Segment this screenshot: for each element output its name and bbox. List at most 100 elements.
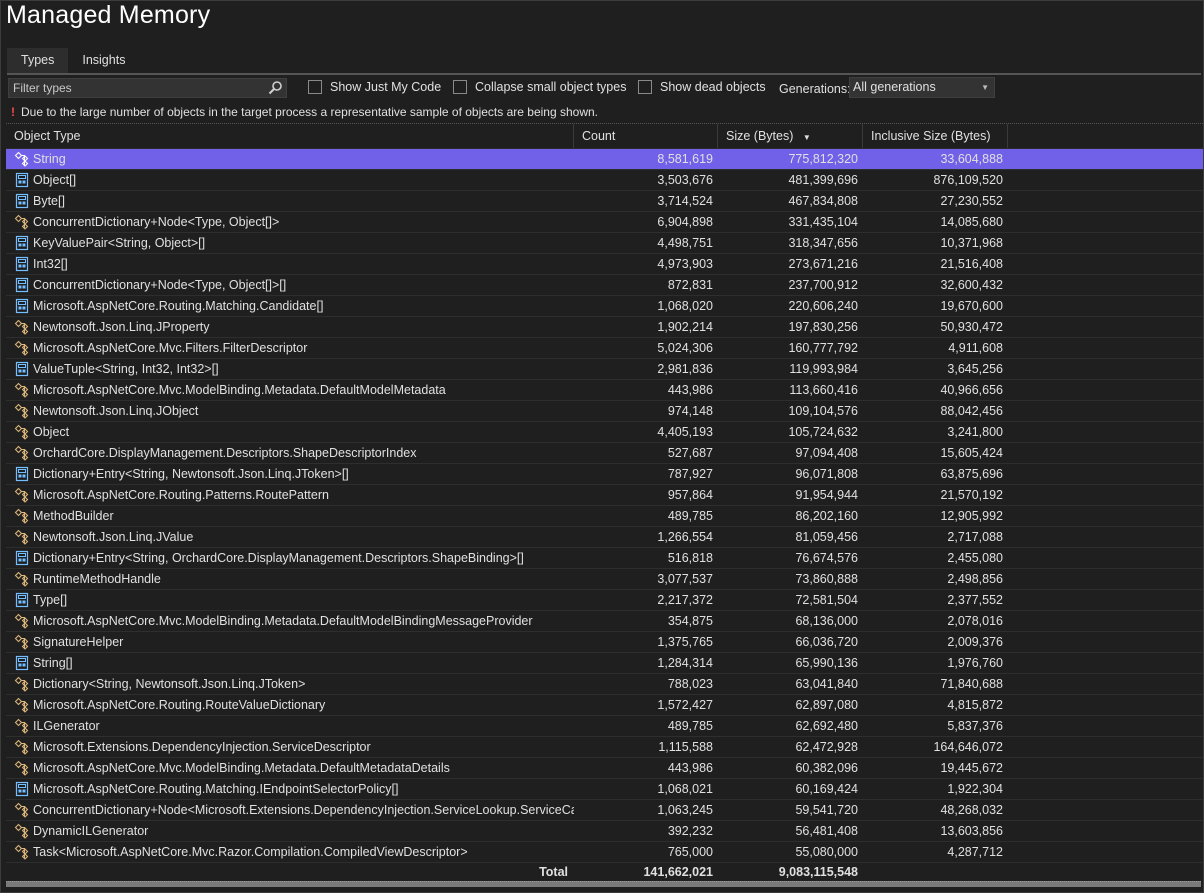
table-row[interactable]: Microsoft.AspNetCore.Mvc.ModelBinding.Me…	[6, 611, 1203, 632]
inclusive-size-cell: 2,377,552	[947, 593, 1003, 607]
class-icon	[14, 214, 29, 230]
table-row[interactable]: Newtonsoft.Json.Linq.JValue 1,266,554 81…	[6, 527, 1203, 548]
table-row[interactable]: DynamicILGenerator 392,232 56,481,408 13…	[6, 821, 1203, 842]
generations-dropdown[interactable]: All generations ▼	[849, 77, 995, 98]
object-type-name: DynamicILGenerator	[33, 824, 149, 838]
search-icon[interactable]	[267, 80, 283, 96]
horizontal-scrollbar[interactable]	[6, 881, 1201, 887]
inclusive-size-cell: 32,600,432	[940, 278, 1003, 292]
class-icon	[14, 340, 29, 356]
filter-box[interactable]	[8, 78, 287, 98]
table-row[interactable]: Byte[] 3,714,524 467,834,808 27,230,552	[6, 191, 1203, 212]
table-row[interactable]: ConcurrentDictionary+Node<Type, Object[]…	[6, 212, 1203, 233]
table-row[interactable]: ConcurrentDictionary+Node<Microsoft.Exte…	[6, 800, 1203, 821]
table-row[interactable]: SignatureHelper 1,375,765 66,036,720 2,0…	[6, 632, 1203, 653]
checkbox-box[interactable]	[638, 80, 652, 94]
column-header-object-type[interactable]: Object Type	[6, 124, 574, 148]
table-row[interactable]: Microsoft.AspNetCore.Routing.Matching.IE…	[6, 779, 1203, 800]
class-icon	[14, 529, 29, 545]
count-cell: 1,375,765	[657, 635, 713, 649]
table-row[interactable]: Microsoft.Extensions.DependencyInjection…	[6, 737, 1203, 758]
checkbox-box[interactable]	[308, 80, 322, 94]
total-row: Total 141,662,021 9,083,115,548	[6, 863, 1203, 883]
object-type-name: Dictionary+Entry<String, Newtonsoft.Json…	[33, 467, 349, 481]
array-icon	[15, 361, 29, 377]
collapse-small-object-types-checkbox[interactable]: Collapse small object types	[453, 80, 626, 94]
table-row[interactable]: Int32[] 4,973,903 273,671,216 21,516,408	[6, 254, 1203, 275]
table-row[interactable]: RuntimeMethodHandle 3,077,537 73,860,888…	[6, 569, 1203, 590]
filter-types-input[interactable]	[9, 81, 267, 95]
count-cell: 8,581,619	[657, 152, 713, 166]
table-row[interactable]: Microsoft.AspNetCore.Mvc.Filters.FilterD…	[6, 338, 1203, 359]
size-cell: 76,674,576	[795, 551, 858, 565]
size-cell: 160,777,792	[788, 341, 858, 355]
inclusive-size-cell: 13,603,856	[940, 824, 1003, 838]
size-cell: 72,581,504	[795, 593, 858, 607]
column-header-count[interactable]: Count	[574, 124, 718, 148]
table-row[interactable]: Task<Microsoft.AspNetCore.Mvc.Razor.Comp…	[6, 842, 1203, 863]
show-just-my-code-checkbox[interactable]: Show Just My Code	[308, 80, 441, 94]
array-icon	[15, 235, 29, 251]
table-row[interactable]: Dictionary+Entry<String, OrchardCore.Dis…	[6, 548, 1203, 569]
size-cell: 113,660,416	[789, 383, 858, 397]
count-cell: 5,024,306	[657, 341, 713, 355]
checkbox-box[interactable]	[453, 80, 467, 94]
count-cell: 443,986	[667, 383, 713, 397]
table-row[interactable]: ILGenerator 489,785 62,692,480 5,837,376	[6, 716, 1203, 737]
table-row[interactable]: OrchardCore.DisplayManagement.Descriptor…	[6, 443, 1203, 464]
tab-insights[interactable]: Insights	[82, 53, 126, 67]
inclusive-size-cell: 40,966,656	[940, 383, 1003, 397]
object-type-cell: Object	[6, 422, 574, 442]
object-type-cell: Byte[]	[6, 191, 574, 211]
table-body: String 8,581,619 775,812,320 33,604,888 …	[6, 148, 1203, 863]
size-cell: 91,954,944	[795, 488, 858, 502]
table-row[interactable]: Newtonsoft.Json.Linq.JProperty 1,902,214…	[6, 317, 1203, 338]
object-type-cell: Microsoft.AspNetCore.Mvc.ModelBinding.Me…	[6, 758, 574, 778]
table-row[interactable]: ValueTuple<String, Int32, Int32>[] 2,981…	[6, 359, 1203, 380]
table-row[interactable]: Microsoft.AspNetCore.Routing.Matching.Ca…	[6, 296, 1203, 317]
inclusive-size-cell: 21,516,408	[940, 257, 1003, 271]
table-row[interactable]: KeyValuePair<String, Object>[] 4,498,751…	[6, 233, 1203, 254]
object-type-name: Microsoft.AspNetCore.Mvc.Filters.FilterD…	[33, 341, 308, 355]
chevron-down-icon: ▼	[981, 83, 989, 92]
table-row[interactable]: String 8,581,619 775,812,320 33,604,888	[6, 149, 1203, 170]
inclusive-size-cell: 876,109,520	[933, 173, 1003, 187]
object-type-cell: RuntimeMethodHandle	[6, 569, 574, 589]
table-row[interactable]: Microsoft.AspNetCore.Routing.Patterns.Ro…	[6, 485, 1203, 506]
table-row[interactable]: Dictionary<String, Newtonsoft.Json.Linq.…	[6, 674, 1203, 695]
table-row[interactable]: Type[] 2,217,372 72,581,504 2,377,552	[6, 590, 1203, 611]
size-cell: 59,541,720	[795, 803, 858, 817]
column-header-size[interactable]: Size (Bytes) ▼	[718, 124, 863, 148]
table-row[interactable]: MethodBuilder 489,785 86,202,160 12,905,…	[6, 506, 1203, 527]
array-icon	[15, 298, 29, 314]
table-row[interactable]: Newtonsoft.Json.Linq.JObject 974,148 109…	[6, 401, 1203, 422]
table-row[interactable]: Object[] 3,503,676 481,399,696 876,109,5…	[6, 170, 1203, 191]
table-row[interactable]: Microsoft.AspNetCore.Routing.RouteValueD…	[6, 695, 1203, 716]
table-row[interactable]: Microsoft.AspNetCore.Mvc.ModelBinding.Me…	[6, 380, 1203, 401]
inclusive-size-cell: 2,717,088	[947, 530, 1003, 544]
class-icon	[14, 613, 29, 629]
table-row[interactable]: Microsoft.AspNetCore.Mvc.ModelBinding.Me…	[6, 758, 1203, 779]
object-type-name: SignatureHelper	[33, 635, 124, 649]
show-dead-objects-checkbox[interactable]: Show dead objects	[638, 80, 766, 94]
size-cell: 55,080,000	[795, 845, 858, 859]
object-type-name: MethodBuilder	[33, 509, 114, 523]
count-cell: 1,068,021	[657, 782, 713, 796]
count-cell: 787,927	[667, 467, 713, 481]
table-row[interactable]: Object 4,405,193 105,724,632 3,241,800	[6, 422, 1203, 443]
count-cell: 489,785	[667, 719, 713, 733]
column-header-inclusive-size[interactable]: Inclusive Size (Bytes)	[863, 124, 1008, 148]
table-row[interactable]: ConcurrentDictionary+Node<Type, Object[]…	[6, 275, 1203, 296]
inclusive-size-cell: 88,042,456	[940, 404, 1003, 418]
table-row[interactable]: String[] 1,284,314 65,990,136 1,976,760	[6, 653, 1203, 674]
size-cell: 105,724,632	[788, 425, 858, 439]
class-icon	[14, 382, 29, 398]
table-row[interactable]: Dictionary+Entry<String, Newtonsoft.Json…	[6, 464, 1203, 485]
tab-types[interactable]: Types	[7, 48, 69, 73]
array-icon	[15, 781, 29, 797]
size-cell: 220,606,240	[788, 299, 858, 313]
object-type-cell: Object[]	[6, 170, 574, 190]
object-type-cell: ValueTuple<String, Int32, Int32>[]	[6, 359, 574, 379]
class-icon	[14, 823, 29, 839]
count-cell: 516,818	[667, 551, 713, 565]
